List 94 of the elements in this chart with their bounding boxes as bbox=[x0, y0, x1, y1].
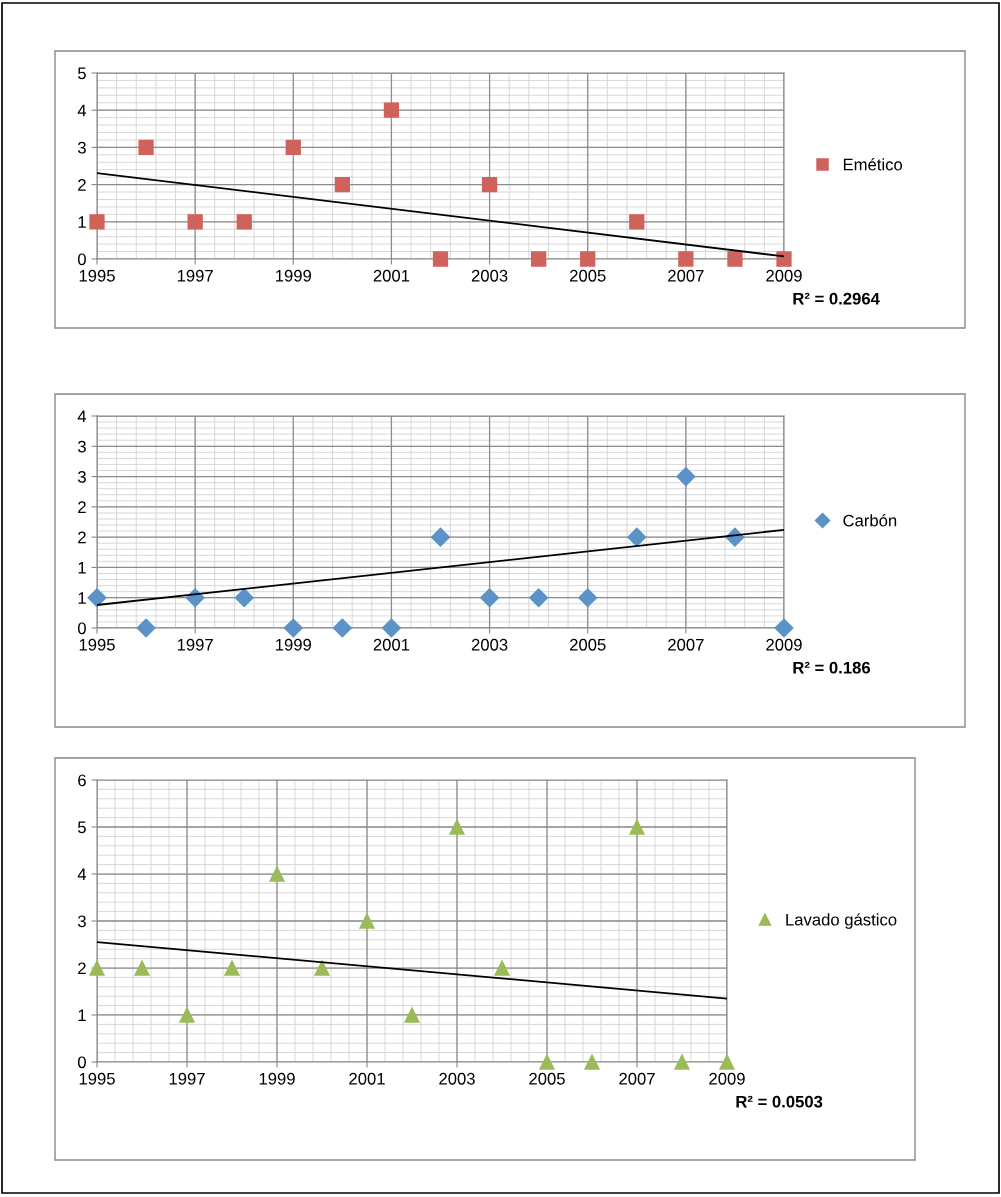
x-tick-label: 2005 bbox=[529, 1072, 565, 1085]
point bbox=[529, 588, 549, 608]
text: R² = 0.186 bbox=[793, 661, 871, 674]
x-tick-label: 2009 bbox=[766, 269, 802, 282]
point bbox=[359, 913, 375, 929]
point bbox=[494, 960, 510, 976]
y-tick-label: 2 bbox=[78, 962, 86, 975]
y-tick-label: 1 bbox=[78, 216, 86, 228]
text: R² = 0.2964 bbox=[793, 292, 880, 305]
x-tick-label: 1997 bbox=[169, 1072, 205, 1085]
point bbox=[627, 527, 647, 547]
legend-label: Emético bbox=[843, 158, 903, 171]
x-tick-label: 1995 bbox=[79, 638, 115, 651]
y-tick-label: 1 bbox=[78, 1009, 86, 1022]
point bbox=[285, 139, 301, 156]
point bbox=[539, 1054, 555, 1070]
x-tick-label: 1997 bbox=[177, 638, 213, 651]
point bbox=[531, 251, 547, 267]
point bbox=[776, 251, 792, 267]
point bbox=[89, 214, 105, 230]
point bbox=[481, 176, 498, 193]
point bbox=[678, 251, 694, 267]
point bbox=[136, 618, 156, 638]
point bbox=[334, 176, 350, 193]
point bbox=[584, 1054, 600, 1070]
point bbox=[727, 251, 743, 267]
x-tick-label: 2005 bbox=[570, 269, 606, 282]
point bbox=[332, 618, 352, 638]
y-tick-label: 1 bbox=[78, 562, 86, 574]
y-tick-label: 2 bbox=[78, 531, 86, 544]
point bbox=[430, 527, 451, 547]
point bbox=[774, 618, 794, 638]
x-tick-label: 2001 bbox=[349, 1072, 385, 1085]
x-tick-label: 2003 bbox=[439, 1072, 475, 1085]
point bbox=[674, 1054, 690, 1070]
point bbox=[719, 1054, 735, 1070]
y-tick-label: 3 bbox=[77, 470, 86, 483]
y-tick-label: 5 bbox=[77, 67, 86, 80]
point bbox=[234, 588, 254, 608]
x-tick-label: 2003 bbox=[471, 269, 508, 282]
point bbox=[676, 467, 696, 487]
point bbox=[404, 1007, 420, 1023]
x-tick-label: 2007 bbox=[668, 269, 704, 282]
point bbox=[179, 1007, 195, 1023]
x-tick-label: 2005 bbox=[570, 638, 606, 651]
point bbox=[449, 819, 465, 835]
point bbox=[580, 251, 596, 267]
x-tick-label: 1995 bbox=[79, 1072, 115, 1085]
x-tick-label: 1999 bbox=[276, 638, 312, 651]
point bbox=[383, 102, 400, 118]
point bbox=[134, 960, 150, 976]
point bbox=[432, 251, 449, 267]
point bbox=[236, 214, 252, 230]
y-tick-label: 4 bbox=[77, 104, 87, 117]
point bbox=[314, 960, 330, 976]
point bbox=[381, 618, 401, 638]
x-tick-label: 2001 bbox=[373, 638, 410, 651]
point bbox=[578, 588, 598, 608]
y-tick-label: 0 bbox=[77, 622, 86, 635]
y-tick-label: 3 bbox=[77, 915, 86, 928]
point bbox=[89, 960, 105, 976]
legend-label: Lavado gástico bbox=[786, 913, 897, 929]
text: R² = 0.0503 bbox=[736, 1095, 823, 1108]
point bbox=[138, 139, 154, 156]
y-tick-label: 1 bbox=[78, 592, 86, 604]
x-tick-label: 2001 bbox=[373, 269, 410, 282]
x-tick-label: 1997 bbox=[177, 269, 213, 282]
point bbox=[629, 819, 645, 835]
point bbox=[87, 588, 107, 608]
x-tick-label: 2007 bbox=[668, 638, 704, 651]
y-tick-label: 3 bbox=[77, 440, 86, 453]
y-tick-label: 6 bbox=[78, 774, 86, 787]
y-tick-label: 5 bbox=[77, 821, 86, 834]
point bbox=[224, 960, 240, 976]
x-tick-label: 2009 bbox=[766, 638, 802, 651]
point bbox=[480, 588, 500, 608]
x-tick-label: 1999 bbox=[276, 269, 312, 282]
legend-label: Carbón bbox=[843, 514, 897, 527]
y-tick-label: 0 bbox=[77, 1056, 86, 1069]
x-tick-label: 2003 bbox=[471, 638, 508, 651]
point bbox=[283, 618, 303, 638]
y-tick-label: 0 bbox=[77, 253, 86, 266]
y-tick-label: 4 bbox=[77, 868, 87, 881]
y-tick-label: 2 bbox=[78, 179, 86, 191]
y-tick-label: 3 bbox=[77, 141, 86, 154]
y-tick-label: 2 bbox=[78, 501, 86, 513]
x-tick-label: 2009 bbox=[709, 1072, 745, 1085]
point bbox=[269, 866, 285, 882]
x-tick-label: 1999 bbox=[259, 1072, 295, 1085]
x-tick-label: 1995 bbox=[79, 269, 115, 282]
point bbox=[629, 214, 645, 230]
y-tick-label: 4 bbox=[77, 410, 87, 423]
point bbox=[187, 214, 203, 230]
x-tick-label: 2007 bbox=[619, 1072, 655, 1085]
